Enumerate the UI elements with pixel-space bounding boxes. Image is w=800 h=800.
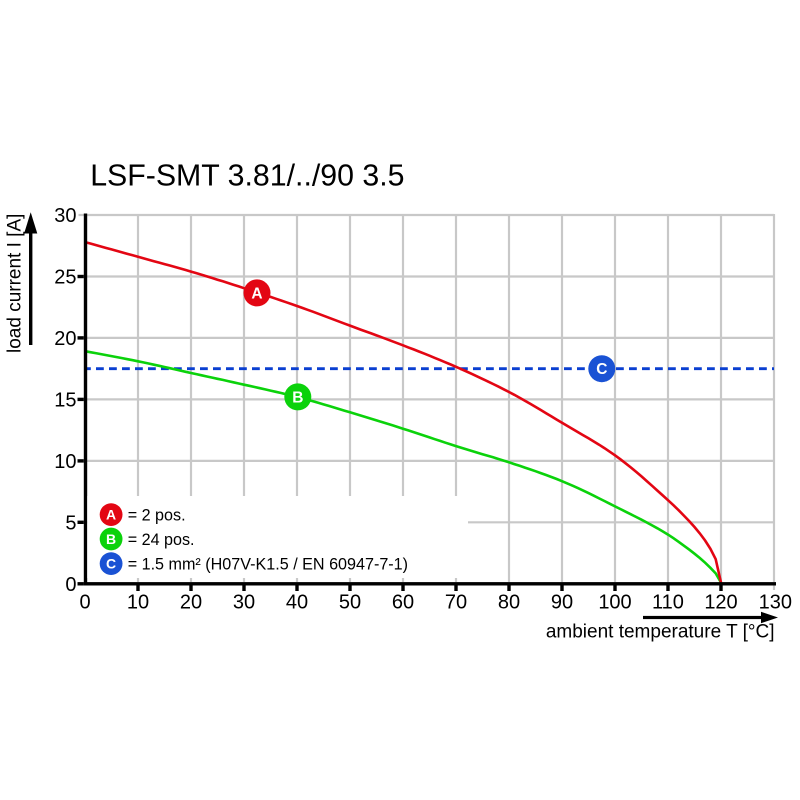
svg-text:10: 10: [54, 451, 76, 473]
svg-text:= 1.5 mm² (H07V-K1.5 / EN 6094: = 1.5 mm² (H07V-K1.5 / EN 60947-7-1): [128, 555, 408, 573]
svg-text:70: 70: [445, 592, 467, 614]
svg-text:40: 40: [286, 592, 308, 614]
svg-text:100: 100: [598, 592, 631, 614]
svg-text:load current I [A]: load current I [A]: [5, 214, 26, 353]
svg-text:ambient temperature T [°C]: ambient temperature T [°C]: [546, 622, 775, 643]
svg-text:A: A: [106, 507, 116, 523]
svg-text:30: 30: [54, 205, 76, 227]
svg-text:10: 10: [127, 592, 149, 614]
svg-text:15: 15: [54, 390, 76, 412]
svg-text:60: 60: [392, 592, 414, 614]
svg-text:C: C: [596, 361, 607, 378]
svg-text:110: 110: [652, 592, 684, 614]
svg-text:30: 30: [233, 592, 255, 614]
svg-text:5: 5: [65, 512, 76, 534]
svg-text:B: B: [106, 531, 116, 547]
svg-text:A: A: [251, 285, 262, 302]
svg-text:= 24 pos.: = 24 pos.: [128, 531, 195, 549]
svg-text:B: B: [292, 389, 303, 406]
svg-text:90: 90: [551, 592, 573, 614]
svg-text:= 2 pos.: = 2 pos.: [128, 506, 186, 524]
svg-text:20: 20: [180, 592, 202, 614]
svg-text:25: 25: [54, 267, 76, 289]
svg-text:0: 0: [65, 574, 76, 596]
svg-text:50: 50: [339, 592, 361, 614]
svg-text:80: 80: [498, 592, 520, 614]
svg-text:130: 130: [759, 592, 792, 614]
svg-text:120: 120: [704, 592, 737, 614]
svg-text:20: 20: [54, 328, 76, 350]
svg-text:C: C: [106, 556, 116, 572]
svg-text:0: 0: [79, 592, 90, 614]
svg-text:LSF-SMT 3.81/../90 3.5: LSF-SMT 3.81/../90 3.5: [90, 160, 404, 193]
